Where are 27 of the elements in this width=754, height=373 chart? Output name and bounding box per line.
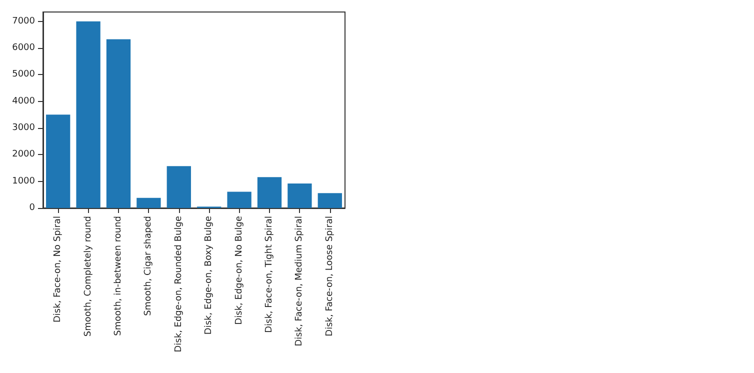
bar	[288, 183, 312, 208]
y-tick-label: 4000	[12, 96, 36, 106]
y-tick-label: 7000	[12, 16, 36, 26]
x-tick-label: Smooth, Cigar shaped	[144, 216, 154, 316]
x-tick-label: Disk, Edge-on, Boxy Bulge	[204, 216, 214, 335]
x-tick-label: Disk, Face-on, Loose Spiral	[324, 216, 335, 336]
x-tick-label: Smooth, in-between round	[114, 216, 124, 336]
bar	[318, 193, 342, 208]
y-tick-label: 0	[29, 203, 36, 213]
y-tick-label: 1000	[12, 176, 36, 186]
bar	[257, 177, 282, 208]
y-tick-label: 5000	[12, 70, 36, 80]
bar	[106, 39, 131, 208]
x-tick-label: Smooth, Completely round	[83, 216, 94, 337]
y-tick-label: 3000	[12, 123, 36, 133]
bar	[136, 198, 161, 208]
bar	[227, 192, 252, 208]
x-tick-label: Disk, Edge-on, Rounded Bulge	[174, 216, 184, 352]
y-tick-label: 2000	[12, 150, 36, 160]
y-tick-label: 6000	[12, 43, 36, 53]
x-tick-label: Disk, Face-on, Medium Spiral	[294, 216, 305, 346]
bar	[46, 114, 70, 208]
x-tick-label: Disk, Face-on, Tight Spiral	[264, 216, 274, 333]
bar	[166, 166, 191, 208]
x-tick-label: Disk, Edge-on, No Bulge	[234, 216, 244, 325]
x-tick-label: Disk, Face-on, No Spiral	[53, 216, 64, 322]
bar	[76, 21, 100, 208]
